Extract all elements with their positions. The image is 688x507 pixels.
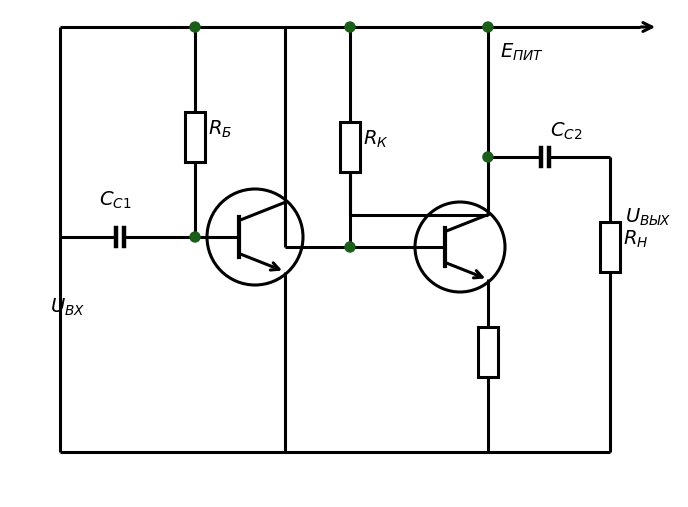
Text: $U_{ВХ}$: $U_{ВХ}$ bbox=[50, 297, 85, 318]
Circle shape bbox=[345, 22, 355, 32]
Circle shape bbox=[345, 242, 355, 252]
Bar bbox=[600, 222, 620, 272]
Text: $E_{ПИТ}$: $E_{ПИТ}$ bbox=[500, 42, 544, 63]
Text: $C_{С2}$: $C_{С2}$ bbox=[550, 121, 583, 142]
Bar bbox=[185, 112, 205, 162]
Text: $R_{Н}$: $R_{Н}$ bbox=[623, 228, 648, 249]
Circle shape bbox=[190, 22, 200, 32]
Text: $R_{К}$: $R_{К}$ bbox=[363, 128, 389, 150]
Text: $U_{ВЫХ}$: $U_{ВЫХ}$ bbox=[625, 206, 671, 228]
Bar bbox=[478, 327, 498, 377]
Circle shape bbox=[190, 232, 200, 242]
Circle shape bbox=[483, 22, 493, 32]
Text: $C_{С1}$: $C_{С1}$ bbox=[99, 190, 131, 211]
Circle shape bbox=[483, 152, 493, 162]
Text: $R_{Б}$: $R_{Б}$ bbox=[208, 118, 233, 139]
Bar bbox=[340, 122, 360, 172]
